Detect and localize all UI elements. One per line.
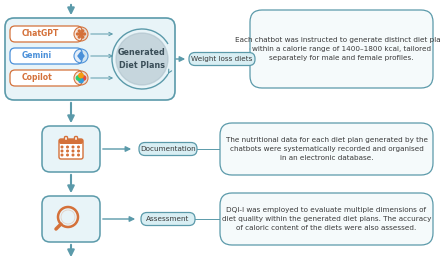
Circle shape	[67, 154, 68, 156]
FancyBboxPatch shape	[220, 123, 433, 175]
Circle shape	[81, 76, 86, 80]
Circle shape	[79, 32, 83, 36]
Circle shape	[77, 33, 78, 35]
Polygon shape	[78, 52, 84, 60]
Circle shape	[74, 49, 88, 63]
FancyBboxPatch shape	[5, 18, 175, 100]
Circle shape	[61, 154, 63, 156]
Circle shape	[74, 71, 88, 85]
FancyBboxPatch shape	[59, 139, 83, 159]
Circle shape	[82, 30, 84, 32]
Text: Gemini: Gemini	[22, 51, 52, 60]
Circle shape	[72, 146, 74, 148]
Circle shape	[76, 76, 81, 80]
Circle shape	[72, 154, 74, 156]
FancyBboxPatch shape	[139, 143, 197, 155]
Circle shape	[67, 150, 68, 152]
Text: The nutritional data for each diet plan generated by the
chatbots were systemati: The nutritional data for each diet plan …	[225, 137, 428, 161]
Circle shape	[78, 150, 79, 152]
Text: Assessment: Assessment	[147, 216, 190, 222]
Circle shape	[61, 146, 63, 148]
FancyBboxPatch shape	[220, 193, 433, 245]
Circle shape	[61, 150, 63, 152]
FancyBboxPatch shape	[42, 196, 100, 242]
Circle shape	[79, 73, 83, 78]
FancyBboxPatch shape	[65, 136, 67, 140]
Circle shape	[72, 150, 74, 152]
Circle shape	[82, 36, 84, 38]
Circle shape	[116, 33, 168, 85]
Circle shape	[78, 146, 79, 148]
Text: Each chatbot was instructed to generate distinct diet plans
within a calorie ran: Each chatbot was instructed to generate …	[235, 37, 440, 61]
Text: Documentation: Documentation	[140, 146, 196, 152]
FancyBboxPatch shape	[10, 70, 82, 86]
FancyBboxPatch shape	[59, 139, 83, 144]
Text: Copilot: Copilot	[22, 73, 53, 82]
Text: Weight loss diets: Weight loss diets	[191, 56, 253, 62]
FancyBboxPatch shape	[10, 26, 82, 42]
Circle shape	[78, 154, 79, 156]
Circle shape	[84, 33, 85, 35]
Circle shape	[78, 36, 80, 38]
FancyBboxPatch shape	[74, 136, 77, 140]
FancyBboxPatch shape	[42, 126, 100, 172]
Text: Generated
Diet Plans: Generated Diet Plans	[118, 48, 166, 70]
Text: DQI-I was employed to evaluate multiple dimensions of
diet quality within the ge: DQI-I was employed to evaluate multiple …	[222, 207, 431, 231]
Circle shape	[74, 27, 88, 41]
FancyBboxPatch shape	[189, 53, 255, 65]
Text: ChatGPT: ChatGPT	[22, 30, 59, 39]
FancyBboxPatch shape	[10, 48, 82, 64]
Circle shape	[67, 146, 68, 148]
FancyBboxPatch shape	[250, 10, 433, 88]
FancyBboxPatch shape	[141, 213, 195, 225]
Circle shape	[78, 30, 80, 32]
Circle shape	[79, 78, 83, 83]
